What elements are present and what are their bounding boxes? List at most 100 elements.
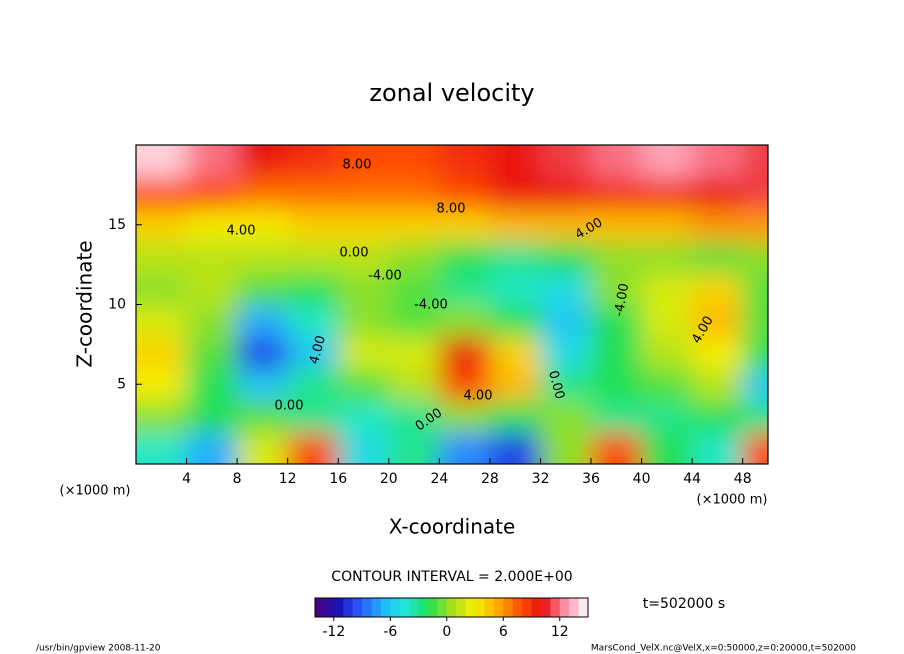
- colorbar-swatch: [531, 598, 542, 617]
- field-cell: [641, 432, 694, 464]
- field-cell: [388, 240, 441, 274]
- field-cell: [692, 432, 744, 464]
- field-cell: [692, 208, 744, 242]
- field-cell: [186, 304, 239, 338]
- field-cell: [489, 176, 542, 210]
- colorbar-tick-label: 12: [551, 624, 569, 640]
- colorbar-swatch: [465, 598, 476, 617]
- field-cell: [540, 400, 593, 434]
- colorbar-swatch: [578, 598, 589, 617]
- field-cell: [540, 432, 593, 464]
- colorbar-tick-label: 6: [499, 624, 508, 640]
- field-cell: [742, 400, 768, 434]
- colorbar-tick-label: -12: [322, 624, 345, 640]
- cells: [136, 145, 768, 464]
- contour-label: -4.00: [368, 269, 402, 284]
- field-cell: [136, 432, 188, 464]
- x-tick-label: 16: [329, 471, 347, 487]
- colorbar-swatch: [446, 598, 457, 617]
- field-cell: [591, 304, 643, 338]
- field-cell: [692, 304, 744, 338]
- field-cell: [439, 240, 491, 274]
- colorbar-swatch: [315, 598, 325, 617]
- field-cell: [489, 208, 542, 242]
- field-cell: [641, 145, 694, 178]
- contour-label: 0.00: [545, 369, 567, 401]
- colorbar-swatch: [380, 598, 391, 617]
- field-cell: [742, 368, 768, 402]
- field-cell: [439, 304, 491, 338]
- field-cell: [591, 368, 643, 402]
- field-cell: [540, 272, 593, 306]
- field-cell: [338, 400, 390, 434]
- y-tick-label: 5: [117, 376, 126, 392]
- field-cell: [186, 240, 239, 274]
- field-cell: [186, 336, 239, 370]
- x-tick-label: 20: [380, 471, 398, 487]
- field-cell: [136, 304, 188, 338]
- field-cell: [641, 400, 694, 434]
- field-cell: [591, 176, 643, 210]
- field-cell: [338, 208, 390, 242]
- field-cell: [692, 145, 744, 178]
- field-cell: [692, 176, 744, 210]
- footer-left: /usr/bin/gpview 2008-11-20: [36, 644, 161, 654]
- field-cell: [742, 208, 768, 242]
- colorbar-swatch: [550, 598, 561, 617]
- field-cell: [489, 145, 542, 178]
- field-cell: [287, 432, 340, 464]
- y-tick-label: 15: [108, 217, 126, 233]
- field-cell: [540, 145, 593, 178]
- field-cell: [136, 368, 188, 402]
- colorbar-swatch: [409, 598, 420, 617]
- field-cell: [388, 304, 441, 338]
- x-tick-label: 36: [582, 471, 600, 487]
- colorbar-swatch: [456, 598, 467, 617]
- field-cell: [136, 336, 188, 370]
- field-cell: [237, 368, 289, 402]
- field-cell: [591, 208, 643, 242]
- x-tick-label: 8: [233, 471, 242, 487]
- y-unit: (×1000 m): [60, 484, 131, 499]
- field-cell: [186, 432, 239, 464]
- colorbar-swatch: [437, 598, 448, 617]
- colorbar-tick-label: 0: [442, 624, 451, 640]
- x-axis-label: X-coordinate: [389, 515, 516, 539]
- colorbar-swatch: [484, 598, 495, 617]
- colorbar-swatch: [390, 598, 401, 617]
- field-cell: [237, 240, 289, 274]
- field-cell: [338, 176, 390, 210]
- field-cell: [439, 368, 491, 402]
- contour-label: 4.00: [307, 334, 329, 366]
- field-cell: [641, 272, 694, 306]
- field-cell: [540, 240, 593, 274]
- field-cell: [489, 368, 542, 402]
- field-cell: [692, 400, 744, 434]
- time-label: t=502000 s: [643, 596, 725, 612]
- field-cell: [287, 272, 340, 306]
- field-cell: [439, 400, 491, 434]
- field-cell: [692, 368, 744, 402]
- field-cell: [237, 208, 289, 242]
- chart-title: zonal velocity: [369, 79, 534, 107]
- field-cell: [388, 400, 441, 434]
- contour-label: 4.00: [464, 389, 493, 404]
- field-cell: [489, 432, 542, 464]
- field-cell: [388, 368, 441, 402]
- field-cell: [388, 272, 441, 306]
- field-cell: [237, 432, 289, 464]
- field-cell: [136, 176, 188, 210]
- field-cell: [338, 432, 390, 464]
- field-cell: [388, 336, 441, 370]
- colorbar-swatch: [559, 598, 570, 617]
- field-cell: [287, 368, 340, 402]
- field-cell: [237, 304, 289, 338]
- x-tick-label: 44: [683, 471, 701, 487]
- field-cell: [439, 432, 491, 464]
- colorbar-frame: [314, 597, 589, 618]
- field-cell: [641, 176, 694, 210]
- colorbar-swatch: [399, 598, 410, 617]
- field-cell: [136, 400, 188, 434]
- field-cell: [287, 240, 340, 274]
- field-cell: [338, 240, 390, 274]
